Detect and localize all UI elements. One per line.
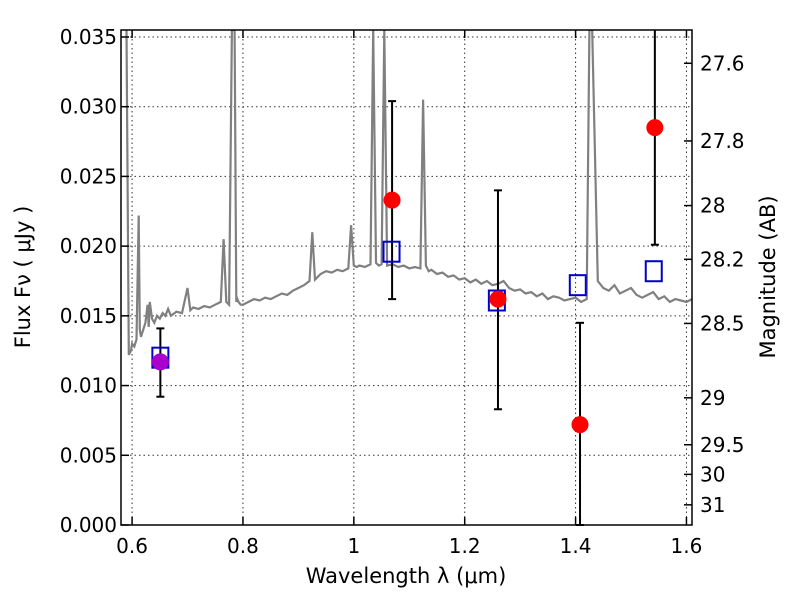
x-tick-labels: 0.6 0.8 1 1.2 1.4 1.6 (116, 534, 702, 558)
axis-ticks (121, 30, 692, 526)
observed-point-0 (151, 353, 169, 371)
y-tick-label-5: 0.025 (60, 164, 117, 188)
spectrum-line (125, 30, 692, 356)
grid-lines (121, 30, 692, 526)
y-tick-label-6: 0.030 (60, 95, 117, 119)
y-tick-label-2: 0.010 (60, 374, 117, 398)
right-tick-label-7: 30 (700, 462, 725, 486)
model-point-4 (644, 260, 663, 283)
observed-point-3 (571, 416, 589, 434)
plot-frame (120, 29, 693, 526)
right-tick-label-5: 29 (700, 386, 725, 410)
right-tick-label-0: 27.6 (700, 51, 745, 75)
model-point-3 (568, 274, 587, 297)
observed-points (151, 119, 664, 434)
y-tick-label-0: 0.000 (60, 513, 117, 537)
right-tick-label-6: 29.5 (700, 433, 745, 457)
y-tick-label-4: 0.020 (60, 234, 117, 258)
x-tick-label-5: 1.6 (671, 534, 703, 558)
y-tick-labels: 0.000 0.005 0.010 0.015 0.020 0.025 0.030 0.035 (60, 25, 117, 537)
x-axis-label: Wavelength λ (μm) (306, 564, 507, 588)
x-tick-label-4: 1.4 (560, 534, 592, 558)
y-tick-label-1: 0.005 (60, 443, 117, 467)
observed-point-2 (489, 290, 507, 308)
right-tick-label-2: 28 (700, 194, 725, 218)
x-tick-label-1: 0.8 (227, 534, 259, 558)
right-tick-label-8: 31 (700, 493, 725, 517)
right-tick-label-4: 28.5 (700, 311, 745, 335)
x-tick-label-2: 1 (347, 534, 360, 558)
observed-point-1 (383, 191, 401, 209)
y-tick-label-7: 0.035 (60, 25, 117, 49)
right-tick-label-1: 27.8 (700, 129, 745, 153)
right-axis-label: Magnitude (AB) (756, 195, 780, 358)
x-tick-label-3: 1.2 (449, 534, 481, 558)
spectrum-layer (125, 30, 692, 356)
x-tick-label-0: 0.6 (116, 534, 148, 558)
right-tick-label-3: 28.2 (700, 247, 745, 271)
model-point-1 (382, 240, 401, 263)
y-axis-label: Flux Fν ( μJy ) (11, 206, 35, 349)
observed-point-4 (646, 119, 664, 137)
right-tick-labels: 27.6 27.8 28 28.2 28.5 29 29.5 30 31 (700, 51, 745, 517)
y-tick-label-3: 0.015 (60, 304, 117, 328)
